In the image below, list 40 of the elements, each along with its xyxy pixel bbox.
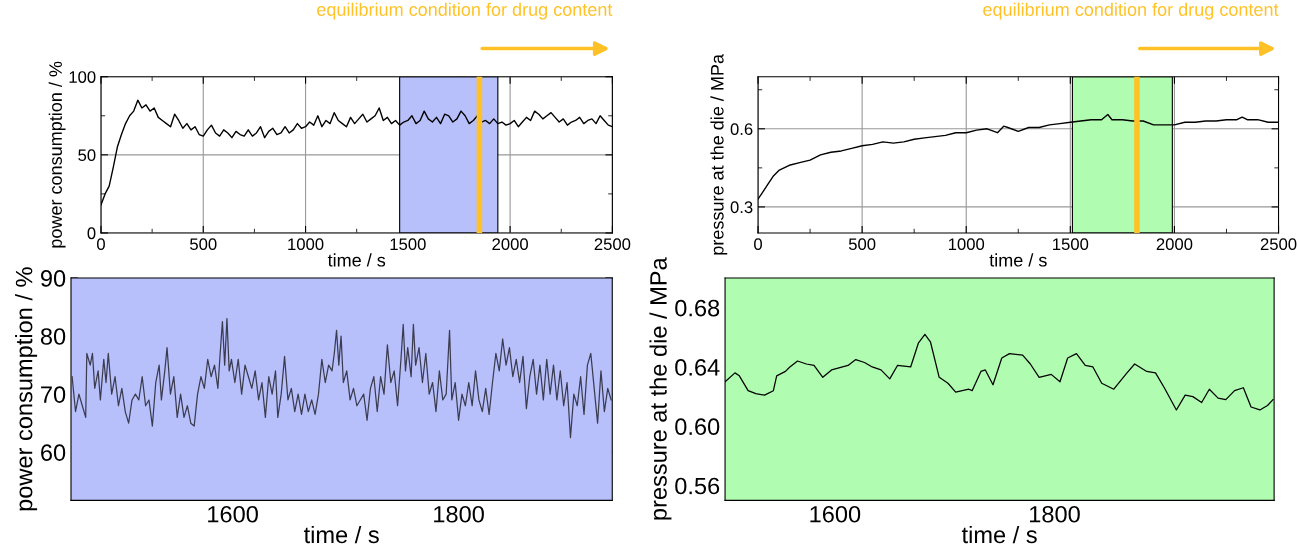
x-tick-label: 1800 (434, 505, 484, 523)
y-axis-title: power consumption / % (48, 61, 66, 248)
y-tick-label: 90 (40, 270, 66, 287)
x-tick-label: 1600 (208, 505, 258, 523)
text: 0.60 (675, 418, 720, 436)
x-axis-title: time / s (303, 525, 379, 544)
y-tick-label: 60 (41, 444, 66, 461)
y-tick-label: 0.56 (675, 477, 720, 495)
y-tick-label: 0.3 (730, 201, 753, 214)
x-tick-label: 1000 (288, 238, 324, 251)
x-tick-label: 1600 (810, 505, 861, 523)
x-axis-title: time / s (989, 253, 1047, 267)
ref-line-label: equilibrium condition for drug content (983, 2, 1279, 20)
x-tick-label: 1500 (1053, 238, 1089, 251)
y-axis-title: power consumption / % (15, 267, 38, 511)
y-tick-label: 80 (40, 328, 66, 345)
y-axis-title: pressure at the die / MPa (649, 257, 672, 520)
x-tick-label: 0 (754, 238, 763, 251)
x-axis-title: time / s (961, 525, 1037, 544)
x-axis-title: time / s (327, 253, 386, 267)
x-tick-label: 2000 (1156, 238, 1193, 251)
x-tick-label: 2500 (594, 238, 631, 251)
line-series (71, 318, 612, 439)
x-tick-label: 2000 (492, 238, 528, 251)
y-axis-title: pressure at the die / MPa (710, 53, 728, 255)
y-tick-label: 50 (78, 149, 96, 162)
x-tick-label: 500 (848, 238, 876, 251)
y-tick-label: 0.68 (675, 299, 720, 317)
x-tick-label: 1000 (948, 238, 985, 251)
y-tick-label: 0 (87, 227, 96, 240)
x-tick-label: 2500 (1260, 238, 1297, 251)
y-tick-label: 0.6 (730, 123, 753, 136)
x-tick-label: 1500 (390, 238, 426, 251)
ref-line-label: equilibrium condition for drug content (317, 2, 613, 20)
x-tick-label: 500 (190, 238, 217, 251)
y-tick-label: 100 (69, 71, 96, 83)
x-tick-label: 0 (97, 238, 105, 251)
x-tick-label: 1800 (1030, 505, 1080, 523)
y-tick-label: 0.64 (675, 359, 720, 376)
y-tick-label: 70 (41, 386, 66, 403)
